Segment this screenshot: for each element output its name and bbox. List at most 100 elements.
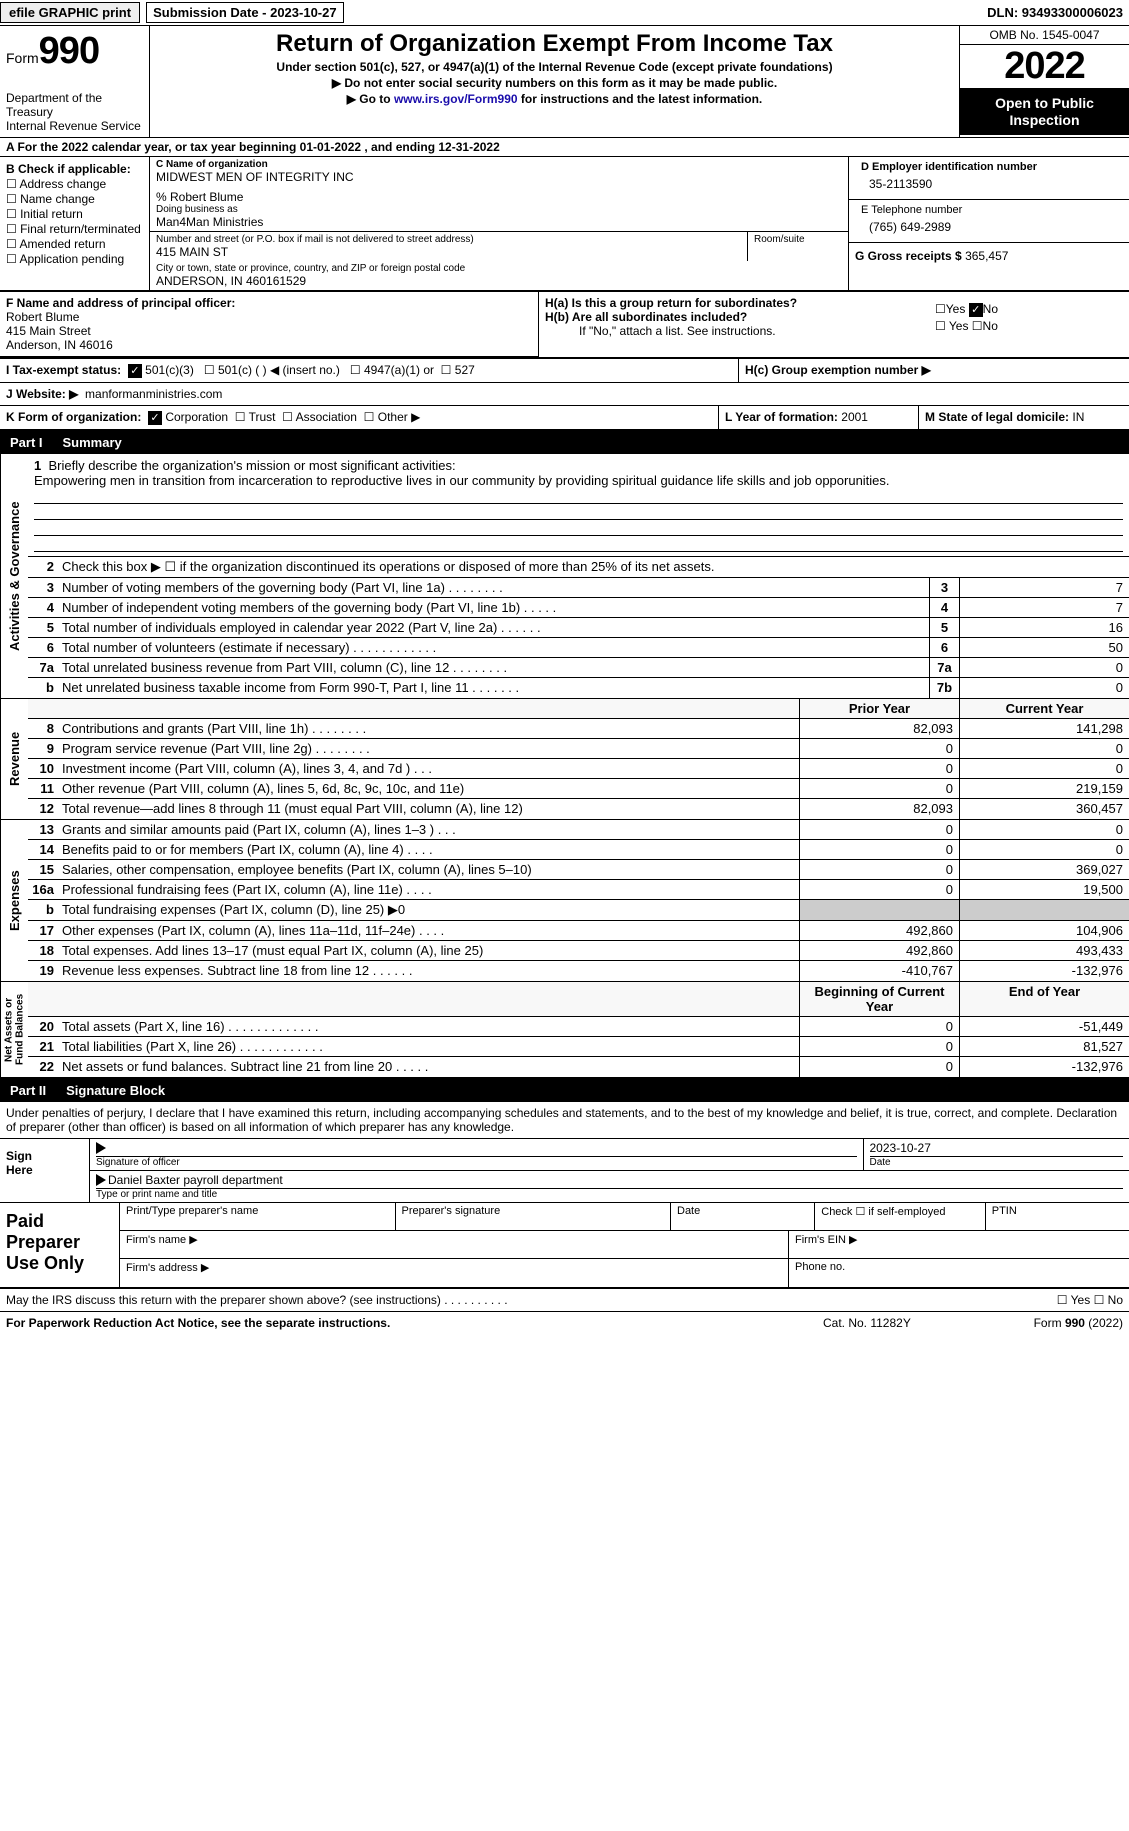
goto-suffix: for instructions and the latest informat… <box>518 92 763 106</box>
officer-printed-name: Daniel Baxter payroll department <box>96 1173 1123 1189</box>
part1-title: Summary <box>53 431 1129 454</box>
opt-4947: 4947(a)(1) or <box>364 363 434 377</box>
table-row: 11Other revenue (Part VIII, column (A), … <box>28 779 1129 799</box>
table-row: 5Total number of individuals employed in… <box>28 618 1129 638</box>
501c3-checked: ✓ <box>128 364 142 378</box>
chk-amended-return[interactable]: Amended return <box>6 237 143 251</box>
phone-label: Phone no. <box>789 1259 1129 1287</box>
paid-preparer-label: Paid Preparer Use Only <box>0 1203 120 1287</box>
gross-receipts-value: 365,457 <box>965 249 1008 263</box>
topbar: efile GRAPHIC print Submission Date - 20… <box>0 0 1129 26</box>
corp-checked: ✓ <box>148 411 162 425</box>
gross-receipts-label: G Gross receipts $ <box>855 249 962 263</box>
sign-here-label: Sign Here <box>0 1139 90 1202</box>
ha-label: H(a) Is this a group return for subordin… <box>545 296 797 310</box>
city-label: City or town, state or province, country… <box>156 263 842 274</box>
goto-prefix: ▶ Go to <box>347 92 394 106</box>
table-row: 3Number of voting members of the governi… <box>28 578 1129 598</box>
chk-name-change[interactable]: Name change <box>6 192 143 206</box>
firm-ein-label: Firm's EIN ▶ <box>789 1231 1129 1258</box>
table-row: 20Total assets (Part X, line 16) . . . .… <box>28 1017 1129 1037</box>
website-value: manformanministries.com <box>85 387 222 401</box>
state-domicile-value: IN <box>1072 410 1084 424</box>
chk-address-change[interactable]: Address change <box>6 177 143 191</box>
table-row: 18Total expenses. Add lines 13–17 (must … <box>28 941 1129 961</box>
part2-header: Part II Signature Block <box>0 1079 1129 1102</box>
form-header: Form990 Department of the Treasury Inter… <box>0 26 1129 138</box>
officer-name: Robert Blume <box>6 310 79 324</box>
ptin-label: PTIN <box>986 1203 1129 1230</box>
submission-date: Submission Date - 2023-10-27 <box>146 2 344 23</box>
table-row: 12Total revenue—add lines 8 through 11 (… <box>28 799 1129 819</box>
dln: DLN: 93493300006023 <box>987 5 1129 20</box>
signature-date: 2023-10-27 <box>870 1141 1124 1157</box>
hb-note: If "No," attach a list. See instructions… <box>545 324 923 338</box>
opt-527: 527 <box>455 363 475 377</box>
line2-text: Check this box ▶ ☐ if the organization d… <box>58 557 1129 577</box>
table-row: bTotal fundraising expenses (Part IX, co… <box>28 900 1129 921</box>
open-to-public: Open to Public Inspection <box>960 89 1129 135</box>
website-label: J Website: ▶ <box>6 387 78 401</box>
table-row: 8Contributions and grants (Part VIII, li… <box>28 719 1129 739</box>
year-formation-value: 2001 <box>841 410 868 424</box>
chk-final-return[interactable]: Final return/terminated <box>6 222 143 236</box>
form-title: Return of Organization Exempt From Incom… <box>158 30 951 58</box>
dba-label: Doing business as <box>156 204 842 215</box>
form-of-org-label: K Form of organization: <box>6 410 141 424</box>
table-row: 6Total number of volunteers (estimate if… <box>28 638 1129 658</box>
table-row: bNet unrelated business taxable income f… <box>28 678 1129 698</box>
cat-number: Cat. No. 11282Y <box>823 1316 973 1330</box>
chk-application-pending[interactable]: Application pending <box>6 252 143 266</box>
officer-addr2: Anderson, IN 46016 <box>6 338 113 352</box>
telephone-value: (765) 649-2989 <box>855 218 1123 240</box>
form-number: 990 <box>39 30 99 72</box>
opt-assoc: Association <box>296 410 357 424</box>
org-name: MIDWEST MEN OF INTEGRITY INC <box>156 170 842 184</box>
ein-value: 35-2113590 <box>855 175 1123 197</box>
opt-501c: 501(c) ( ) ◀ (insert no.) <box>218 363 340 377</box>
table-row: 9Program service revenue (Part VIII, lin… <box>28 739 1129 759</box>
care-of: % Robert Blume <box>156 190 842 204</box>
form-footer: Form 990 (2022) <box>973 1316 1123 1330</box>
irs-link[interactable]: www.irs.gov/Form990 <box>394 92 518 106</box>
mission-text: Empowering men in transition from incarc… <box>34 473 890 488</box>
city-state-zip: ANDERSON, IN 460161529 <box>156 274 842 288</box>
tax-exempt-label: I Tax-exempt status: <box>6 363 121 377</box>
signature-declaration: Under penalties of perjury, I declare th… <box>0 1102 1129 1139</box>
part1-header: Part I Summary <box>0 431 1129 454</box>
end-year-header: End of Year <box>959 982 1129 1016</box>
telephone-label: E Telephone number <box>855 202 1123 218</box>
state-domicile-label: M State of legal domicile: <box>925 410 1069 424</box>
opt-corp: Corporation <box>165 410 228 424</box>
preparer-signature-label: Preparer's signature <box>396 1203 672 1230</box>
table-row: 21Total liabilities (Part X, line 26) . … <box>28 1037 1129 1057</box>
col-b-checkboxes: B Check if applicable: Address change Na… <box>0 157 150 290</box>
mission-label: Briefly describe the organization's miss… <box>48 458 455 473</box>
efile-print-button[interactable]: efile GRAPHIC print <box>0 2 140 23</box>
section-netassets-label: Net Assets or Fund Balances <box>0 982 28 1077</box>
opt-trust: Trust <box>249 410 276 424</box>
beginning-year-header: Beginning of Current Year <box>799 982 959 1016</box>
dept-treasury: Department of the Treasury Internal Reve… <box>6 91 143 133</box>
may-discuss-yn[interactable]: ☐ Yes ☐ No <box>1057 1293 1123 1307</box>
hc-label: H(c) Group exemption number ▶ <box>745 363 931 377</box>
col-d-ein-tel: D Employer identification number 35-2113… <box>849 157 1129 290</box>
table-row: 13Grants and similar amounts paid (Part … <box>28 820 1129 840</box>
table-row: 19Revenue less expenses. Subtract line 1… <box>28 961 1129 981</box>
firm-name-label: Firm's name ▶ <box>120 1231 789 1258</box>
ein-label: D Employer identification number <box>855 159 1123 175</box>
table-row: 15Salaries, other compensation, employee… <box>28 860 1129 880</box>
chk-initial-return[interactable]: Initial return <box>6 207 143 221</box>
table-row: 16aProfessional fundraising fees (Part I… <box>28 880 1129 900</box>
preparer-date-label: Date <box>671 1203 815 1230</box>
address-label: Number and street (or P.O. box if mail i… <box>156 234 741 245</box>
prior-year-header: Prior Year <box>799 699 959 718</box>
table-row: 17Other expenses (Part IX, column (A), l… <box>28 921 1129 941</box>
paperwork-notice: For Paperwork Reduction Act Notice, see … <box>6 1316 823 1330</box>
firm-address-label: Firm's address ▶ <box>120 1259 789 1287</box>
part2-title: Signature Block <box>56 1079 1129 1102</box>
form-word: Form <box>6 50 39 66</box>
section-governance-label: Activities & Governance <box>0 454 28 698</box>
line2-num: 2 <box>28 557 58 577</box>
ssn-notice: ▶ Do not enter social security numbers o… <box>158 76 951 90</box>
